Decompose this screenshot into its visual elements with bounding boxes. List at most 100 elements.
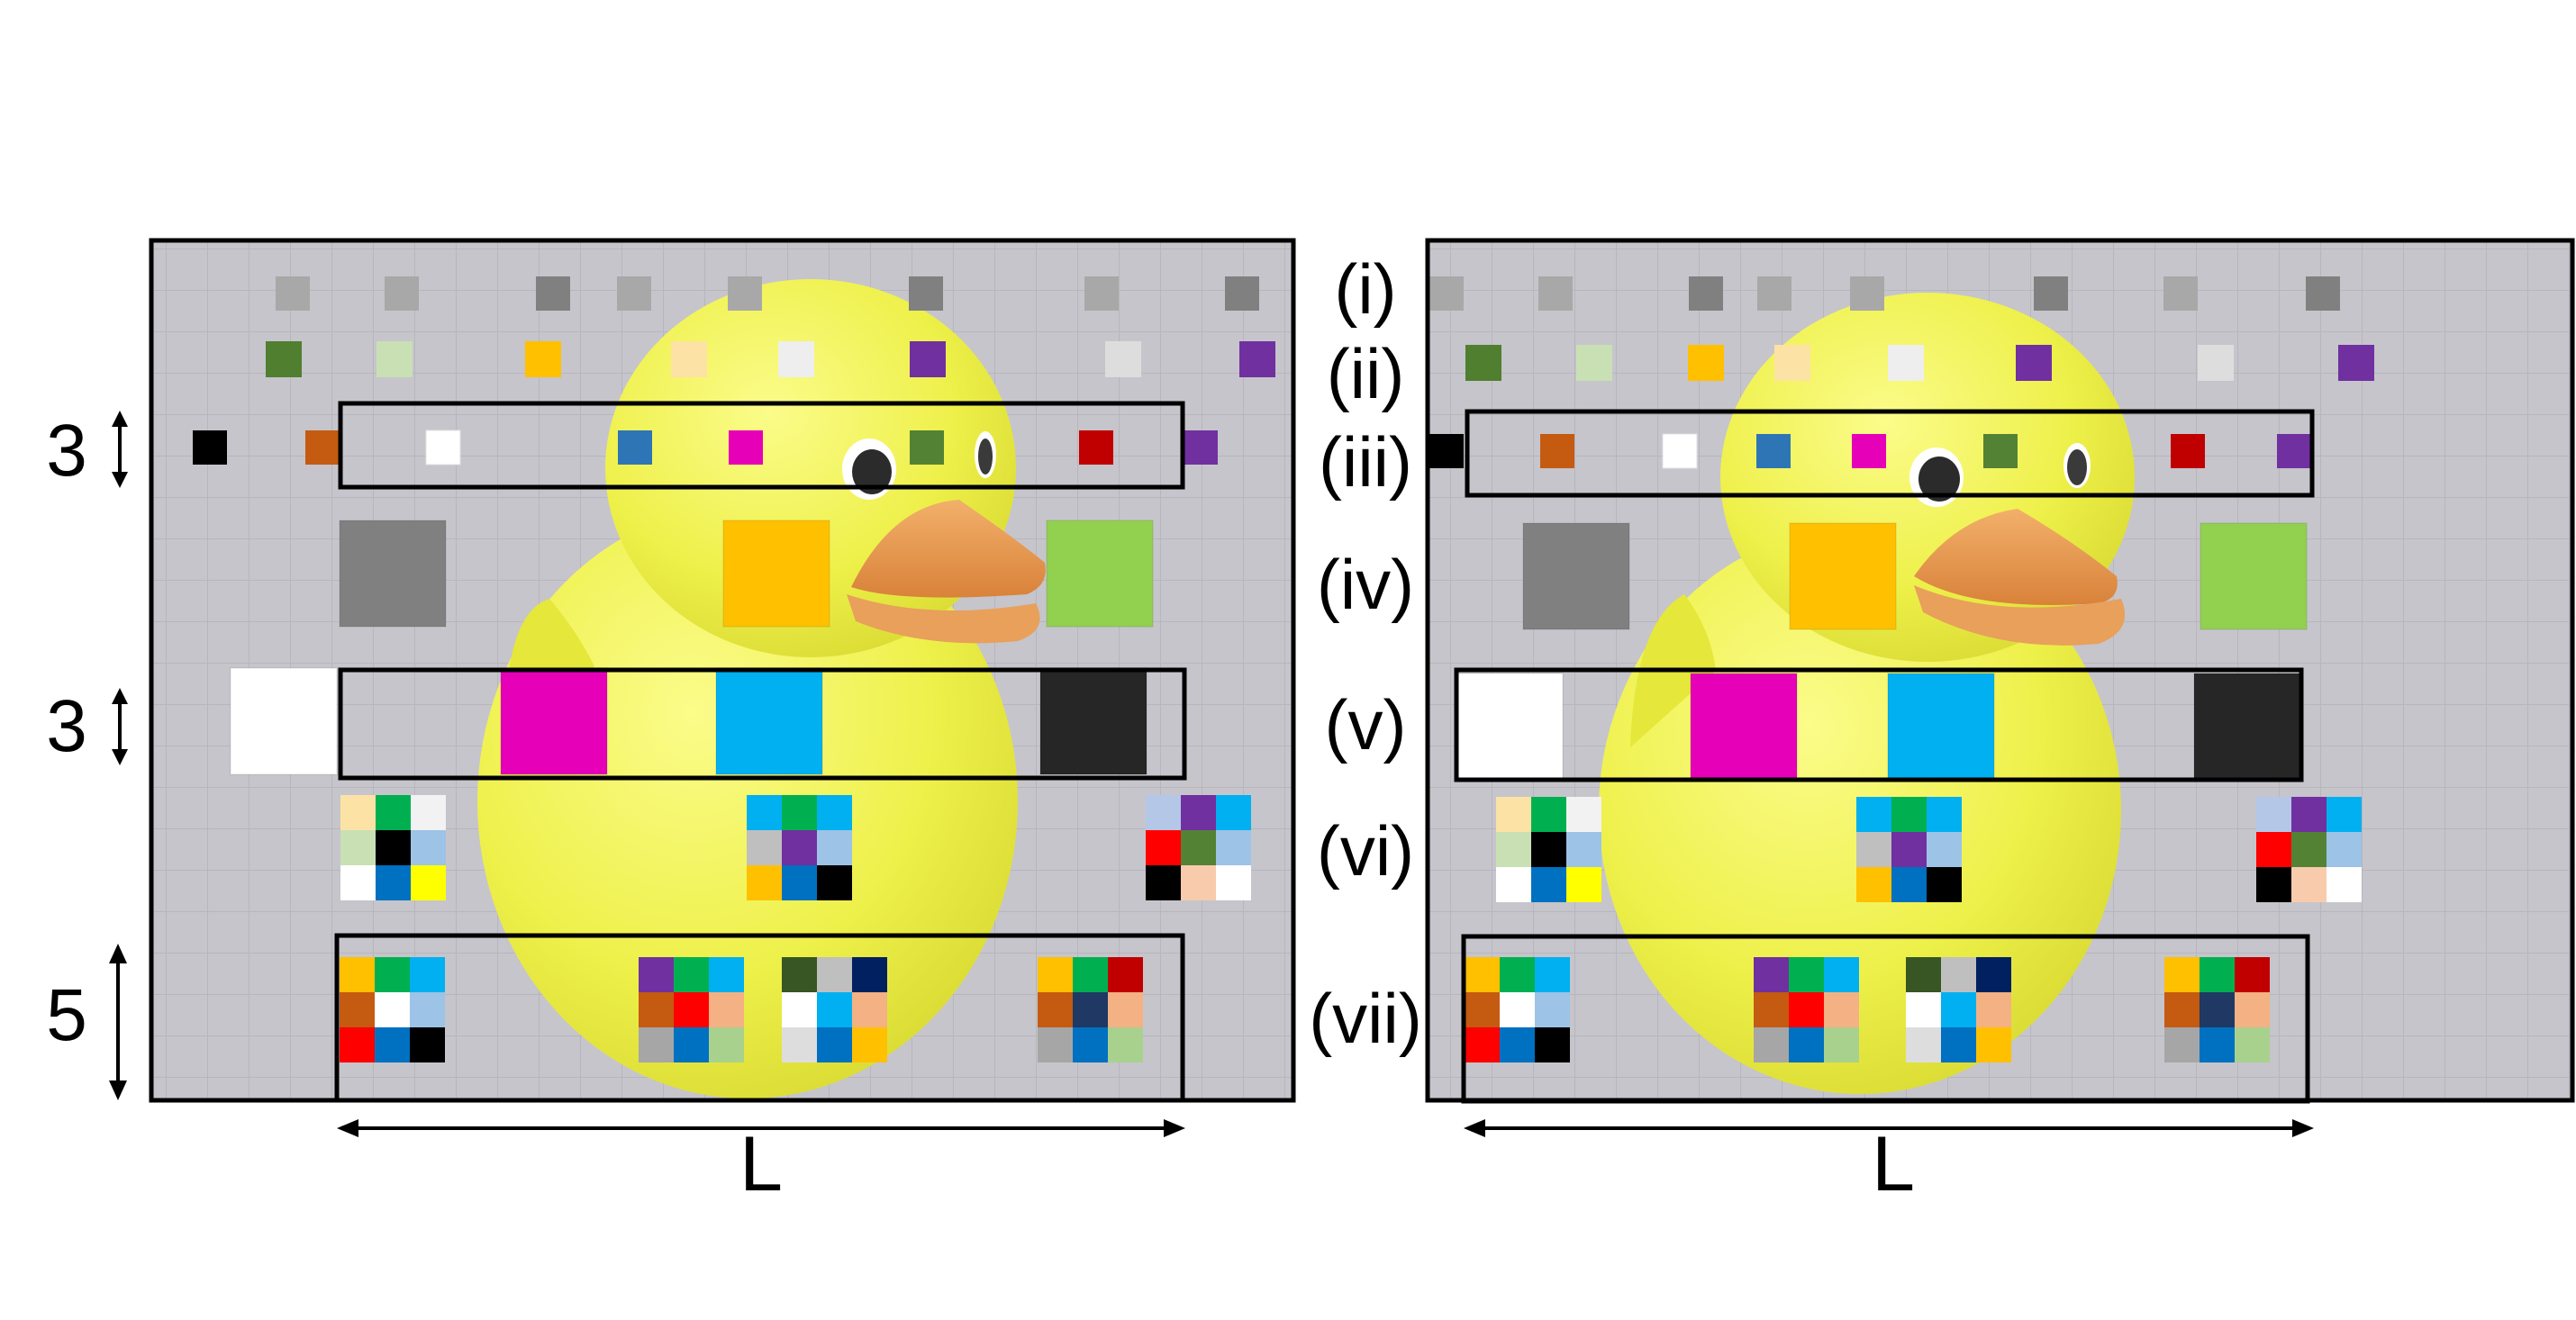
right-grid-vii-1-cell-9	[1535, 1027, 1570, 1062]
left-grid-vii-3-cell-7	[782, 1027, 817, 1062]
right-grid-vi-1	[1496, 797, 1601, 902]
height-arrow-b-head-up	[112, 688, 128, 704]
left-grid-vi-2-cell-5	[782, 830, 817, 865]
left-swatch-row-iii-7	[1079, 430, 1113, 465]
left-grid-vii-3	[782, 957, 887, 1062]
left-grid-vi-2-cell-2	[782, 795, 817, 830]
left-grid-vii-3-cell-3	[852, 957, 887, 992]
right-grid-vi-2-cell-7	[1856, 867, 1891, 902]
left-swatch-row-v-4	[1039, 667, 1147, 775]
right-grid-vi-3-cell-5	[2291, 832, 2327, 867]
right-grid-vi-2-cell-3	[1927, 797, 1962, 832]
right-grid-vii-3-cell-7	[1906, 1027, 1941, 1062]
right-grid-vii-1-cell-2	[1500, 957, 1535, 992]
right-grid-vii-4	[2164, 957, 2270, 1062]
left-grid-vi-1-cell-1	[340, 795, 376, 830]
left-swatch-row-iii-2	[305, 430, 340, 465]
right-swatch-row-ii-4	[1774, 345, 1810, 381]
row-label-v: (v)	[1325, 685, 1407, 764]
row-label-iii: (iii)	[1319, 422, 1412, 502]
left-grids	[340, 795, 1251, 1062]
right-grid-vi-3-cell-8	[2291, 867, 2327, 902]
left-grid-vii-1-cell-5	[375, 992, 410, 1027]
left-swatch-row-iii-1	[193, 430, 227, 465]
right-grid-vi-1-cell-3	[1566, 797, 1601, 832]
right-grid-vi-1-cell-8	[1531, 867, 1566, 902]
right-grid-vii-1	[1465, 957, 1570, 1062]
left-grid-vii-2-cell-5	[674, 992, 709, 1027]
left-grid-vi-2-cell-6	[817, 830, 852, 865]
right-swatch-row-i-6	[2034, 276, 2068, 311]
right-swatch-row-i-4	[1757, 276, 1791, 311]
width-labels: L L	[739, 1121, 1915, 1207]
right-band-iii-frame	[1465, 409, 2315, 498]
left-grid-vi-3-cell-1	[1146, 795, 1181, 830]
right-grid-vii-2-cell-8	[1789, 1027, 1824, 1062]
left-grid-vii-3-cell-4	[782, 992, 817, 1027]
right-width-arrow-head-right	[2292, 1119, 2314, 1137]
left-swatch-row-ii-4	[671, 341, 707, 377]
height-label-a: 3	[46, 410, 87, 492]
left-grid-vii-1-cell-4	[340, 992, 375, 1027]
right-swatch-row-iii-2	[1540, 434, 1574, 468]
right-grid-vii-4-cell-1	[2164, 957, 2200, 992]
left-swatch-row-ii-6	[910, 341, 946, 377]
row-label-vii: (vii)	[1309, 979, 1422, 1058]
left-grid-vii-3-cell-5	[817, 992, 852, 1027]
right-grid-vii-3-cell-1	[1906, 957, 1941, 992]
height-arrow-c-head-up	[109, 944, 127, 963]
right-swatch-row-ii-5	[1888, 345, 1924, 381]
right-grid-vii-4-cell-2	[2200, 957, 2235, 992]
right-grid-vi-2-cell-1	[1856, 797, 1891, 832]
left-swatch-row-v-2	[500, 667, 608, 775]
right-grid-vi-1-cell-4	[1496, 832, 1531, 867]
left-swatch-row-iii-3	[425, 429, 461, 466]
row-label-i: (i)	[1334, 249, 1396, 329]
left-grid-vii-2-cell-4	[639, 992, 674, 1027]
right-swatch-row-ii-1	[1465, 345, 1501, 381]
left-grid-vi-3-cell-3	[1216, 795, 1251, 830]
left-grid-vii-4-cell-9	[1108, 1027, 1143, 1062]
right-grid-vii-1-cell-5	[1500, 992, 1535, 1027]
right-swatch-row-ii-8	[2338, 345, 2374, 381]
right-grid-vi-3-cell-9	[2327, 867, 2362, 902]
left-grid-vi-3	[1146, 795, 1251, 900]
left-band-v-frame	[338, 667, 1187, 781]
left-grid-vi-1-cell-6	[411, 830, 446, 865]
right-swatch-row-ii-3	[1688, 345, 1724, 381]
right-swatch-row-ii-2	[1576, 345, 1612, 381]
height-arrow-a-head-down	[112, 472, 128, 488]
right-swatch-row-iv-3	[2200, 522, 2308, 630]
right-swatch-row-i-5	[1850, 276, 1884, 311]
left-grid-vi-1	[340, 795, 446, 900]
left-grid-vii-4-cell-5	[1073, 992, 1108, 1027]
right-grid-vii-2-cell-4	[1754, 992, 1789, 1027]
left-grid-vi-1-cell-4	[340, 830, 376, 865]
right-duck-eye	[1918, 457, 1960, 502]
right-grid-vi-2-cell-6	[1927, 832, 1962, 867]
right-grid-vii-4-cell-5	[2200, 992, 2235, 1027]
left-grid-vi-3-cell-2	[1181, 795, 1216, 830]
right-band-v-frame	[1454, 667, 2304, 782]
right-grid-vi-3-cell-3	[2327, 797, 2362, 832]
right-panel	[1425, 238, 2575, 1104]
right-swatch-row-iii-3	[1662, 433, 1698, 469]
right-grid-vi-3-cell-6	[2327, 832, 2362, 867]
left-grid-vii-1-cell-1	[340, 957, 375, 992]
left-grid-vii-4	[1038, 957, 1143, 1062]
left-width-label: L	[739, 1121, 783, 1207]
right-swatch-row-v-3	[1887, 673, 1995, 781]
height-arrow-b-head-down	[112, 749, 128, 765]
left-grid-vi-3-cell-4	[1146, 830, 1181, 865]
row-label-iv: (iv)	[1317, 545, 1414, 624]
left-grid-vii-2-cell-7	[639, 1027, 674, 1062]
right-grid-vi-1-cell-9	[1566, 867, 1601, 902]
left-swatch-row-i-1	[276, 276, 310, 311]
left-duck-eye	[852, 449, 892, 494]
width-annotations	[337, 1119, 2314, 1137]
left-swatch-row-ii-3	[525, 341, 561, 377]
right-grid-vi-2-cell-2	[1891, 797, 1927, 832]
right-grid-vii-3-cell-6	[1976, 992, 2011, 1027]
right-grid-vi-3	[2256, 797, 2362, 902]
